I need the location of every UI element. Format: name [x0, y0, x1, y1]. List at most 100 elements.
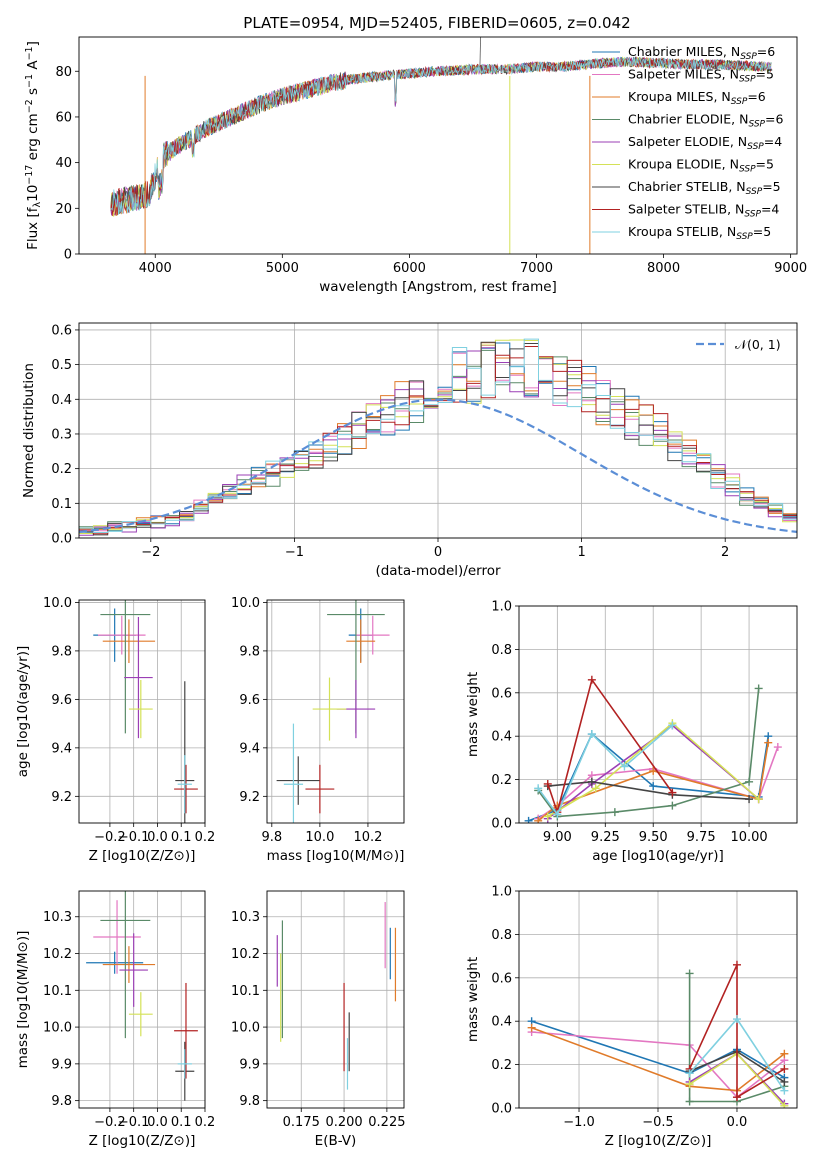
- y-tick-label: 0.0: [51, 532, 72, 547]
- panel-weight_vs_age: 9.00 9.25 9.50 9.75 10.00 0.0 0.2 0.4 0.6 0.8 1.0 a…: [465, 600, 798, 864]
- normal-curve: [79, 398, 797, 533]
- x-tick-label: 0.0: [147, 830, 168, 845]
- axes: 4000 5000 6000 7000 8000 9000 0 20 40 60 80: [55, 36, 807, 276]
- y-tick-label: 0.0: [491, 817, 512, 832]
- series-marker: [620, 762, 629, 771]
- x-tick-label: 9.75: [687, 830, 716, 845]
- y-tick-label: 10.1: [43, 984, 72, 999]
- plot-area: [93, 600, 198, 823]
- x-tick-label: 0.1: [171, 1115, 192, 1130]
- axes: −1.0 −0.5 0.0 0.0 0.2 0.4 0.6 0.8 1.0: [491, 885, 798, 1130]
- point-salpeter-miles: [98, 615, 146, 655]
- axes-frame: [78, 890, 206, 1109]
- series-marker: [685, 1097, 694, 1106]
- y-tick-label: 0.2: [491, 1058, 512, 1073]
- grid: [267, 600, 404, 823]
- x-axis-label: E(B-V): [315, 1133, 357, 1149]
- series-marker: [587, 675, 596, 684]
- series-line: [547, 724, 760, 820]
- series-marker: [543, 779, 552, 788]
- axes-frame: [78, 599, 206, 824]
- x-axis-label: age [log10(age/yr)]: [592, 848, 724, 864]
- legend-label-chabrier-stelib: Chabrier STELIB, NSSP=5: [628, 179, 781, 197]
- x-tick-label: −0.5: [642, 1115, 674, 1130]
- x-tick-label: 9000: [774, 261, 807, 276]
- panel-mass_vs_EBV: 0.175 0.200 0.225 9.8 9.9 10.0 10.1 10.2 10.3 E(B…: [231, 890, 405, 1149]
- y-tick-label: 9.6: [239, 693, 260, 708]
- x-axis-label: Z [log10(Z/Z⊙)]: [89, 848, 196, 864]
- point-chabrier-elodie: [100, 600, 151, 734]
- y-tick-label: 0.4: [491, 730, 512, 745]
- y-tick-label: 1.0: [491, 885, 512, 900]
- series-marker: [587, 777, 596, 786]
- y-tick-label: 10.3: [231, 910, 260, 925]
- y-axis-label: mass weight: [465, 672, 481, 757]
- axes: −0.2−0.10.0 0.1 0.2 9.8 9.9 10.0 10.1 10.2 10.3: [43, 890, 215, 1130]
- y-tick-label: 0.1: [51, 497, 72, 512]
- plot-area: [527, 960, 789, 1108]
- x-tick-label: 0.200: [325, 1115, 362, 1130]
- x-tick-label: 0.0: [727, 1115, 748, 1130]
- axes: −2 −1 0 1 2 0.0 0.1 0.2 0.3 0.4 0.5 0.6: [51, 322, 798, 560]
- y-tick-label: 9.9: [51, 1057, 72, 1072]
- point-kroupa-stelib: [177, 755, 192, 814]
- series-marker: [668, 801, 677, 810]
- y-tick-label: 10.1: [231, 984, 260, 999]
- x-tick-label: −0.1: [118, 830, 150, 845]
- panel-spectrum: 4000 5000 6000 7000 8000 9000 0 20 40 60 80 Chabrie…: [24, 36, 807, 295]
- axes: 0.175 0.200 0.225 9.8 9.9 10.0 10.1 10.2 10.3: [231, 890, 405, 1130]
- x-tick-label: 10.0: [305, 830, 334, 845]
- series-line: [547, 722, 760, 818]
- x-axis-label: Z [log10(Z/Z⊙)]: [605, 1133, 712, 1149]
- panel-age_vs_Z: −0.2−0.10.0 0.1 0.2 9.2 9.4 9.6 9.8 10.0 Z [log1…: [15, 596, 215, 864]
- legend-label-kroupa-miles: Kroupa MILES, NSSP=6: [628, 89, 766, 107]
- panel-age_vs_mass: 9.8 10.0 10.2 9.2 9.4 9.6 9.8 10.0 mass [log10(M…: [231, 596, 405, 864]
- point-chabrier-elodie: [100, 891, 151, 1039]
- x-tick-label: −2: [141, 545, 160, 560]
- x-tick-label: 9.25: [591, 830, 620, 845]
- y-tick-label: 60: [55, 110, 72, 125]
- x-tick-label: 10.00: [730, 830, 767, 845]
- plot-area: [110, 37, 772, 254]
- x-tick-label: 10.2: [353, 830, 382, 845]
- series-marker: [553, 810, 562, 819]
- point-kroupa-stelib: [283, 723, 304, 823]
- series-marker: [754, 684, 763, 693]
- y-tick-label: 0.8: [491, 643, 512, 658]
- axes-frame: [266, 890, 405, 1109]
- y-tick-label: 0.0: [491, 1102, 512, 1117]
- y-tick-label: 0.4: [51, 393, 72, 408]
- y-tick-label: 10.2: [43, 947, 72, 962]
- x-axis-label: Z [log10(Z/Z⊙)]: [89, 1133, 196, 1149]
- legend-label-salpeter-miles: Salpeter MILES, NSSP=5: [628, 67, 774, 85]
- point-chabrier-stelib: [276, 756, 320, 805]
- point-kroupa-miles: [102, 619, 156, 664]
- y-tick-label: 0.3: [51, 427, 72, 442]
- series-marker: [732, 960, 741, 969]
- series-line: [688, 964, 785, 1099]
- series-marker: [543, 812, 552, 821]
- axes-frame: [518, 890, 798, 1109]
- x-tick-label: 9.00: [543, 830, 572, 845]
- plot-area: [79, 338, 797, 536]
- x-tick-label: −0.2: [94, 830, 126, 845]
- series-marker: [780, 1064, 789, 1073]
- series-marker: [668, 721, 677, 730]
- series-line: [547, 677, 674, 815]
- histogram-kroupa-stelib: [79, 338, 797, 533]
- legend-label-chabrier-elodie: Chabrier ELODIE, NSSP=6: [628, 112, 783, 130]
- point-salpeter-miles: [355, 615, 390, 655]
- x-tick-label: 9.50: [639, 830, 668, 845]
- x-tick-label: 9.8: [261, 830, 282, 845]
- plot-area: [276, 600, 390, 823]
- x-tick-label: 0: [434, 545, 442, 560]
- point-salpeter-stelib: [174, 982, 198, 1079]
- legend-label-salpeter-elodie: Salpeter ELODIE, NSSP=4: [628, 134, 782, 152]
- series-marker: [527, 1023, 536, 1032]
- series-marker: [649, 766, 658, 775]
- point-salpeter-stelib: [305, 764, 335, 814]
- y-tick-label: 0.6: [491, 971, 512, 986]
- series-marker: [668, 788, 677, 797]
- y-axis-label: age [log10(age/yr)]: [15, 646, 31, 778]
